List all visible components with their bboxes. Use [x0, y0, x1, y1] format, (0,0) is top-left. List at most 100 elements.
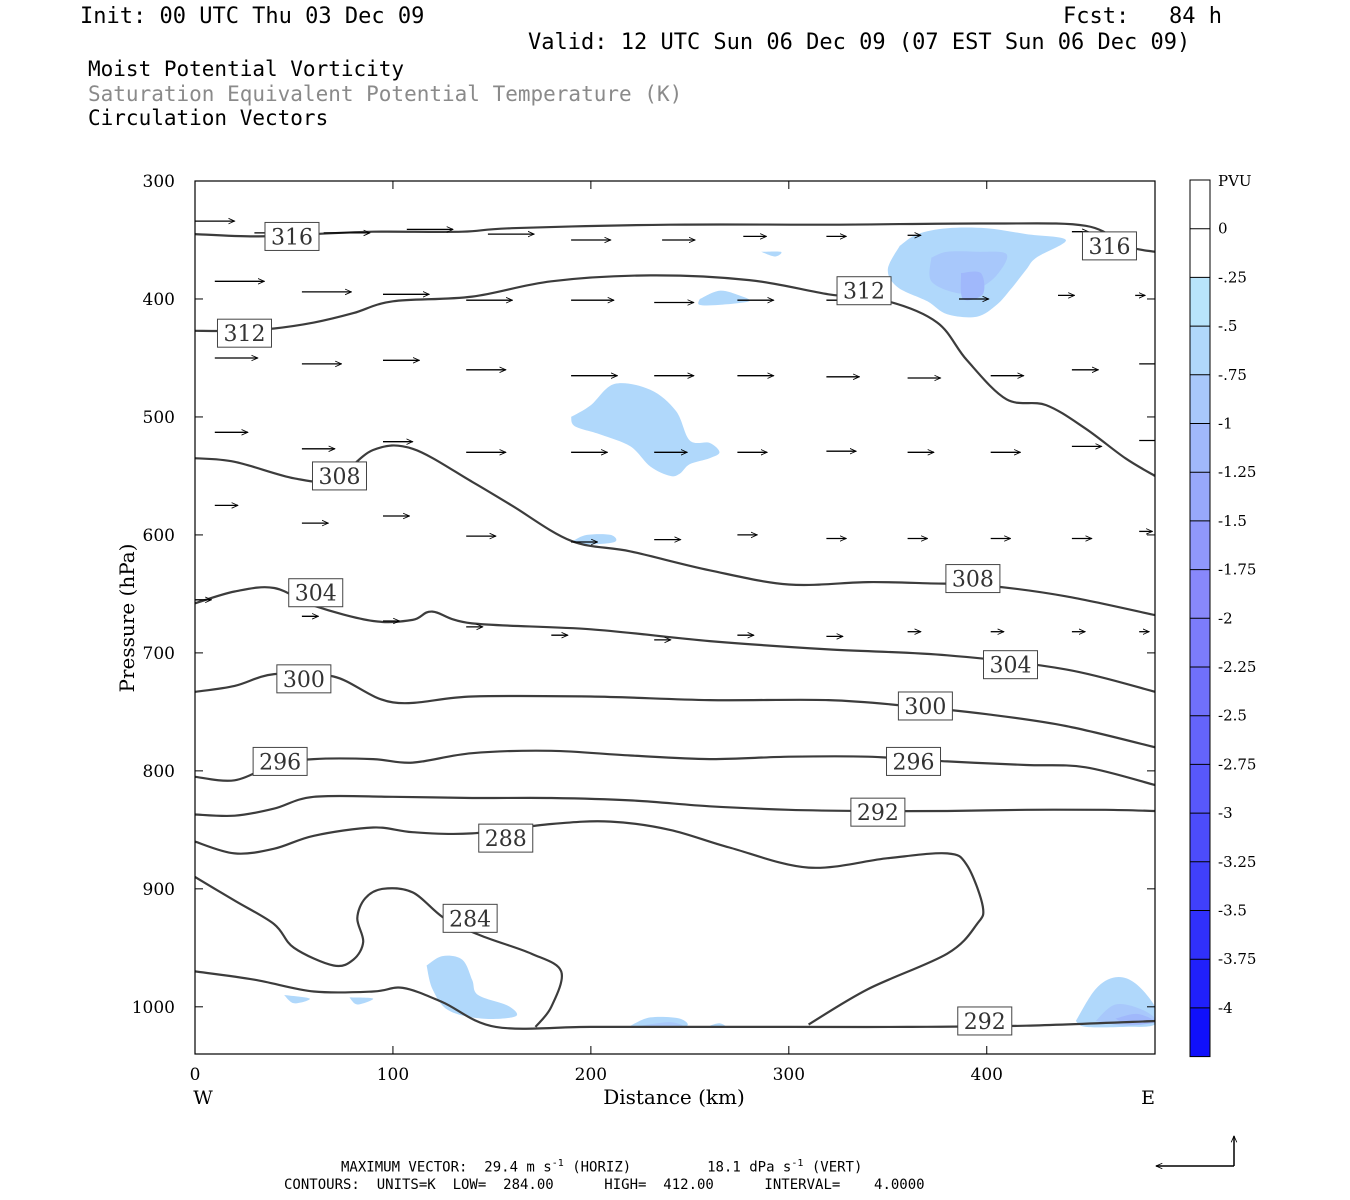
contour-label-308: 308	[945, 564, 1001, 594]
colorbar-cell	[1190, 667, 1210, 716]
svg-text:316: 316	[271, 225, 313, 250]
x-tick-label: 100	[377, 1065, 409, 1085]
east-label: E	[1141, 1087, 1155, 1109]
colorbar-cell	[1190, 959, 1210, 1008]
svg-text:316: 316	[1088, 235, 1130, 260]
y-tick-label: 800	[143, 762, 175, 782]
colorbar-cell	[1190, 569, 1210, 619]
svg-text:296: 296	[259, 750, 301, 775]
axes: 300 400 500 600 700 800 900 1000 0 100 200 300 400 W E…	[115, 172, 1155, 1109]
title-moist-pv: Moist Potential Vorticity	[88, 57, 405, 81]
contour-label-296: 296	[886, 746, 942, 776]
pv-region	[698, 290, 750, 306]
contour-296	[195, 749, 1155, 787]
colorbar-cell	[1190, 374, 1210, 424]
max-vert: 18.1 dPa s	[707, 1159, 792, 1176]
contour-label-312: 312	[836, 276, 892, 306]
colorbar-label: -1.75	[1218, 561, 1256, 579]
colorbar-cell	[1190, 423, 1210, 473]
colorbar-label: -2.5	[1218, 707, 1247, 725]
svg-text:304: 304	[295, 582, 337, 607]
contour-label-312: 312	[216, 318, 272, 348]
colorbar-cell	[1190, 180, 1210, 229]
reference-vector-icon	[1156, 1136, 1234, 1166]
colorbar-label: -4	[1218, 999, 1233, 1017]
contour-label-296: 296	[252, 746, 308, 776]
contour-label-316: 316	[1081, 231, 1137, 261]
contour-label-316: 316	[264, 221, 320, 251]
svg-text:288: 288	[485, 827, 527, 852]
colorbar-cell	[1190, 1007, 1210, 1057]
colorbar-label: -2	[1218, 609, 1233, 627]
colorbar-label: -3.5	[1218, 902, 1247, 920]
contour-info-line: CONTOURS: UNITS=K LOW= 284.00 HIGH= 412.…	[284, 1177, 925, 1193]
colorbar-cell	[1190, 764, 1210, 814]
contour-label-304: 304	[288, 578, 344, 608]
pv-region	[426, 955, 518, 1019]
colorbar-cell	[1190, 618, 1210, 667]
contour-292	[195, 970, 1155, 1030]
pv-shading-layer	[284, 227, 1155, 1028]
colorbar-label: 0	[1218, 220, 1228, 238]
contour-label-288: 288	[478, 823, 534, 853]
contour-label-284: 284	[442, 903, 498, 933]
colorbar-cell	[1190, 910, 1210, 960]
colorbar-cell	[1190, 326, 1210, 375]
contour-labels: 316 316 312 312 308 308 304 304 300 300 296 296 292 2…	[216, 221, 1137, 1036]
colorbar-label: -.5	[1218, 317, 1237, 335]
colorbar-label: -3.75	[1218, 950, 1256, 968]
pv-region	[640, 1022, 684, 1028]
y-tick-label: 500	[143, 408, 175, 428]
pv-region	[761, 251, 782, 257]
x-tick-label: 400	[971, 1065, 1003, 1085]
svg-text:296: 296	[893, 750, 935, 775]
colorbar-cell	[1190, 277, 1210, 327]
x-tick-label: 0	[190, 1065, 201, 1085]
colorbar-cell	[1190, 520, 1210, 570]
contour-label-292: 292	[957, 1006, 1013, 1036]
colorbar-label: -.75	[1218, 366, 1247, 384]
plot-frame	[194, 180, 1156, 1055]
west-label: W	[193, 1087, 213, 1109]
max-horiz: MAXIMUM VECTOR: 29.4 m s	[341, 1159, 552, 1176]
colorbar: PVU 0 -.25 -.5 -.75 -1 -1.25 -1.5 -1.75 -2 -2.25 -2…	[1189, 172, 1256, 1058]
svg-text:292: 292	[857, 801, 899, 826]
svg-text:308: 308	[952, 568, 994, 593]
x-tick-label: 300	[773, 1065, 805, 1085]
colorbar-cell	[1190, 228, 1210, 278]
contour-300	[195, 671, 1155, 749]
colorbar-label: -2.25	[1218, 658, 1256, 676]
svg-text:304: 304	[990, 654, 1032, 679]
colorbar-cell	[1190, 472, 1210, 521]
colorbar-label: -.25	[1218, 268, 1247, 286]
contour-label-300: 300	[276, 664, 332, 694]
theta-es-contours	[195, 222, 1155, 1030]
y-tick-label: 900	[143, 880, 175, 900]
pv-region	[571, 383, 720, 477]
contour-label-304: 304	[983, 650, 1039, 680]
contour-288	[195, 820, 985, 1026]
colorbar-cell	[1190, 715, 1210, 765]
y-tick-label: 1000	[132, 998, 175, 1018]
svg-text:300: 300	[904, 695, 946, 720]
forecast-hour: Fcst: 84 h	[1063, 4, 1222, 29]
circulation-vectors	[195, 221, 1155, 640]
contour-292	[195, 794, 1155, 818]
y-tick-label: 700	[143, 644, 175, 664]
contour-284	[195, 876, 563, 1028]
y-tick-label: 600	[143, 526, 175, 546]
title-circulation: Circulation Vectors	[88, 106, 329, 130]
colorbar-label: -2.75	[1218, 755, 1256, 773]
y-axis-title: Pressure (hPa)	[115, 544, 139, 693]
svg-text:312: 312	[223, 322, 265, 347]
colorbar-label: -1.5	[1218, 512, 1247, 530]
colorbar-label: -3.25	[1218, 853, 1256, 871]
colorbar-cell	[1190, 861, 1210, 911]
y-tick-label: 400	[143, 290, 175, 310]
colorbar-unit: PVU	[1218, 172, 1252, 190]
contour-312	[195, 274, 1155, 477]
svg-text:284: 284	[449, 907, 491, 932]
pv-region	[960, 271, 985, 301]
colorbar-label: -1	[1218, 415, 1233, 433]
